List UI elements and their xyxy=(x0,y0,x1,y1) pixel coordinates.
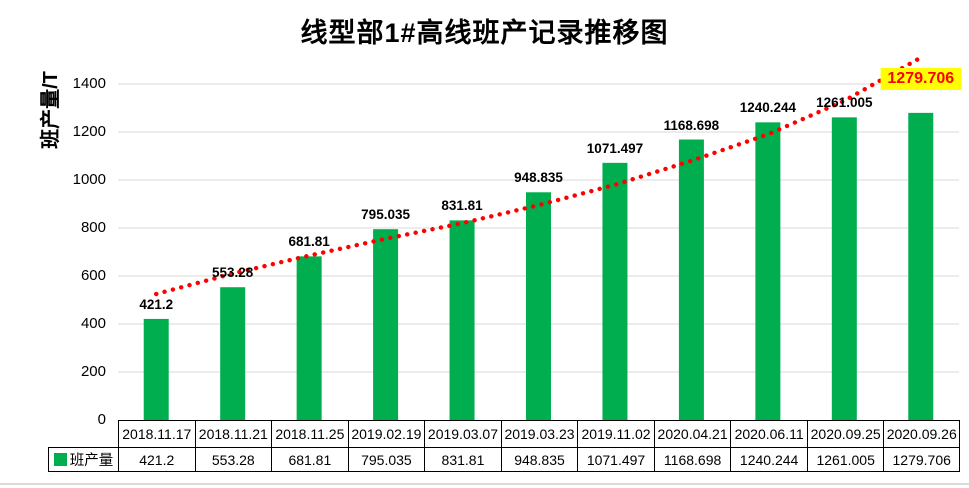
bar-value-label: 1071.497 xyxy=(586,140,644,156)
y-tick-label: 1000 xyxy=(72,171,106,188)
bar[interactable] xyxy=(220,287,246,420)
bar-value-label: 1168.698 xyxy=(663,117,720,133)
bar-value-label: 681.81 xyxy=(288,234,330,250)
bar-value-label: 553.28 xyxy=(212,265,254,281)
bar[interactable] xyxy=(526,192,551,420)
date-cell: 2020.06.11 xyxy=(730,420,807,447)
date-cell: 2019.03.07 xyxy=(424,420,501,447)
legend-item[interactable]: 班产量 xyxy=(48,447,118,472)
value-cell: 1168.698 xyxy=(653,447,731,472)
bar-value-label: 795.035 xyxy=(361,207,410,223)
date-cell: 2019.03.23 xyxy=(500,420,578,447)
legend-swatch xyxy=(53,453,67,466)
bar[interactable] xyxy=(678,139,704,420)
bar[interactable] xyxy=(296,256,322,420)
y-tick-label: 1200 xyxy=(72,123,106,140)
y-tick-label: 800 xyxy=(80,219,106,236)
value-cell: 1279.706 xyxy=(883,447,960,472)
date-cell: 2018.11.25 xyxy=(271,420,348,447)
bar-value-label: 421.2 xyxy=(139,296,174,312)
value-cell: 1071.497 xyxy=(577,447,654,472)
bar-value-label-highlighted: 1279.706 xyxy=(880,67,962,90)
legend-label: 班产量 xyxy=(69,453,114,469)
chart-data-table: 2018.11.17 2018.11.21 2018.11.25 2019.02.19… xyxy=(48,420,960,472)
date-cell: 2020.04.21 xyxy=(653,420,731,447)
value-cell: 1240.244 xyxy=(730,447,807,472)
trendline[interactable] xyxy=(154,55,923,297)
y-tick-label: 600 xyxy=(80,267,106,284)
date-cell: 2020.09.25 xyxy=(806,420,884,447)
date-cell: 2019.11.02 xyxy=(577,420,654,447)
bar[interactable] xyxy=(602,162,628,421)
bar[interactable] xyxy=(449,220,475,420)
value-cell: 831.81 xyxy=(424,447,501,472)
y-tick-label: 400 xyxy=(80,315,106,332)
chart-title: 线型部1#高线班产记录推移图 xyxy=(300,18,669,48)
value-cell: 795.035 xyxy=(347,447,425,472)
bar[interactable] xyxy=(831,117,857,421)
date-cell: 2018.11.21 xyxy=(194,420,272,447)
value-cell: 553.28 xyxy=(194,447,272,472)
value-cell: 948.835 xyxy=(500,447,578,472)
value-cell: 681.81 xyxy=(271,447,348,472)
bar[interactable] xyxy=(755,122,781,421)
y-tick-label: 200 xyxy=(80,363,106,380)
y-tick-label: 0 xyxy=(97,411,106,428)
date-cell: 2019.02.19 xyxy=(347,420,425,447)
value-cell: 1261.005 xyxy=(806,447,884,472)
bar[interactable] xyxy=(373,229,399,420)
bar-value-label: 831.81 xyxy=(441,198,483,214)
table-corner-spacer xyxy=(48,420,118,447)
date-cell: 2020.09.26 xyxy=(883,420,960,447)
bar-value-label: 1240.244 xyxy=(739,100,797,116)
y-tick-label: 1400 xyxy=(72,75,106,92)
bottom-divider xyxy=(0,483,969,485)
bar-value-label: 948.835 xyxy=(514,170,563,186)
bar-value-label: 1261.005 xyxy=(816,95,873,111)
bar[interactable] xyxy=(143,318,169,420)
bar[interactable] xyxy=(908,112,934,421)
date-cell: 2018.11.17 xyxy=(118,420,195,447)
value-cell: 421.2 xyxy=(118,447,195,472)
